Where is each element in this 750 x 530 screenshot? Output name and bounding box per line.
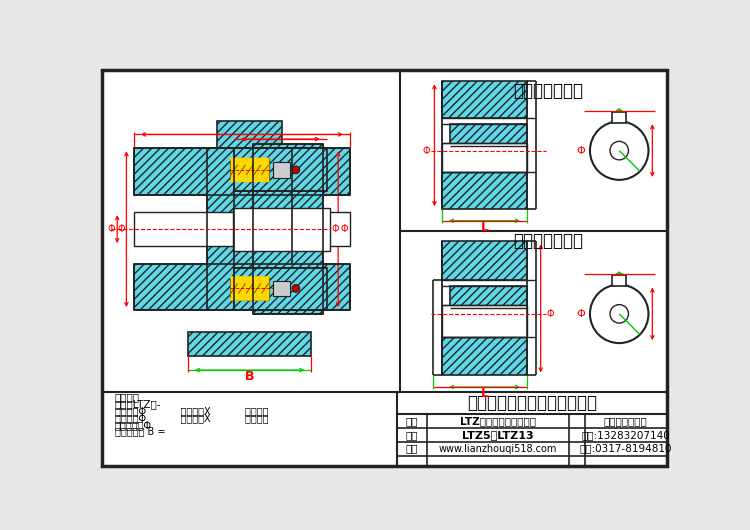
Text: 文字标注: 文字标注 bbox=[115, 392, 140, 402]
Bar bbox=[254, 145, 322, 314]
Text: 制动轮外径Φ: 制动轮外径Φ bbox=[115, 420, 152, 430]
Bar bbox=[612, 112, 626, 123]
Text: Φ: Φ bbox=[576, 309, 585, 319]
Text: 联系人：张经理: 联系人：张经理 bbox=[604, 416, 647, 426]
Circle shape bbox=[590, 121, 649, 180]
Bar bbox=[442, 337, 526, 375]
Text: Φ: Φ bbox=[117, 224, 124, 234]
Text: 型号：LTZ型-: 型号：LTZ型- bbox=[115, 399, 161, 409]
Polygon shape bbox=[254, 172, 261, 181]
Polygon shape bbox=[238, 172, 246, 181]
Text: 泊头市通佳机械设备有限公司: 泊头市通佳机械设备有限公司 bbox=[467, 394, 597, 412]
Bar bbox=[612, 276, 626, 286]
Text: LTZ型弹性套柱销联轴器: LTZ型弹性套柱销联轴器 bbox=[460, 416, 536, 426]
Polygon shape bbox=[246, 158, 254, 167]
Bar bbox=[442, 242, 526, 280]
Text: 电话:0317-8194810: 电话:0317-8194810 bbox=[579, 444, 672, 454]
Polygon shape bbox=[261, 158, 268, 167]
Bar bbox=[134, 212, 350, 246]
Text: 从动端（厚盘）: 从动端（厚盘） bbox=[514, 232, 584, 250]
Circle shape bbox=[610, 142, 628, 160]
Text: 主动端（薄盘）: 主动端（薄盘） bbox=[514, 82, 584, 100]
Bar bbox=[188, 332, 311, 356]
Bar bbox=[217, 121, 282, 148]
Bar bbox=[442, 172, 526, 209]
Bar bbox=[134, 148, 350, 195]
Text: B: B bbox=[244, 370, 254, 383]
Text: 手机:13283207140: 手机:13283207140 bbox=[581, 430, 670, 440]
Polygon shape bbox=[238, 158, 246, 167]
Bar bbox=[234, 148, 327, 191]
Polygon shape bbox=[230, 158, 238, 167]
Polygon shape bbox=[254, 291, 261, 300]
Bar bbox=[442, 143, 526, 172]
Polygon shape bbox=[238, 291, 246, 300]
Bar bbox=[273, 162, 290, 178]
Polygon shape bbox=[246, 172, 254, 181]
Text: L: L bbox=[481, 387, 488, 401]
Bar bbox=[230, 158, 268, 181]
Polygon shape bbox=[254, 277, 261, 286]
Text: 主动端：Φ           （孔径）X           （孔长）: 主动端：Φ （孔径）X （孔长） bbox=[115, 406, 268, 416]
Text: Φ: Φ bbox=[576, 146, 585, 156]
Text: LTZ5－LTZ13: LTZ5－LTZ13 bbox=[462, 430, 533, 440]
Circle shape bbox=[292, 285, 300, 292]
Polygon shape bbox=[261, 277, 268, 286]
Polygon shape bbox=[230, 172, 238, 181]
Polygon shape bbox=[261, 291, 268, 300]
Bar bbox=[450, 286, 526, 308]
Polygon shape bbox=[261, 172, 268, 181]
Circle shape bbox=[610, 305, 628, 323]
Bar bbox=[230, 277, 268, 300]
Text: 从动端：Φ           （孔径）X           （孔长）: 从动端：Φ （孔径）X （孔长） bbox=[115, 413, 268, 423]
Bar bbox=[442, 305, 526, 337]
Text: www.lianzhouqi518.com: www.lianzhouqi518.com bbox=[439, 444, 556, 454]
Polygon shape bbox=[246, 291, 254, 300]
Bar bbox=[442, 81, 526, 118]
Text: Φ: Φ bbox=[423, 146, 430, 156]
Text: 网址: 网址 bbox=[406, 444, 418, 454]
Text: Φ: Φ bbox=[108, 224, 116, 234]
Text: Φ: Φ bbox=[546, 309, 554, 319]
Circle shape bbox=[292, 166, 300, 174]
Text: 适用: 适用 bbox=[406, 430, 418, 440]
Bar bbox=[234, 268, 327, 310]
Text: 制动轮宽度 B =: 制动轮宽度 B = bbox=[115, 427, 165, 437]
Polygon shape bbox=[230, 277, 238, 286]
Bar bbox=[232, 208, 331, 251]
Polygon shape bbox=[230, 291, 238, 300]
Polygon shape bbox=[238, 277, 246, 286]
Polygon shape bbox=[246, 277, 254, 286]
Text: L: L bbox=[481, 221, 488, 234]
Bar bbox=[273, 281, 290, 296]
Text: 名称: 名称 bbox=[406, 416, 418, 426]
Polygon shape bbox=[254, 158, 261, 167]
Bar bbox=[207, 148, 292, 310]
Circle shape bbox=[590, 285, 649, 343]
Bar bbox=[450, 125, 526, 146]
Text: Φ: Φ bbox=[340, 224, 348, 234]
Bar bbox=[134, 264, 350, 310]
Text: Φ: Φ bbox=[332, 224, 339, 234]
